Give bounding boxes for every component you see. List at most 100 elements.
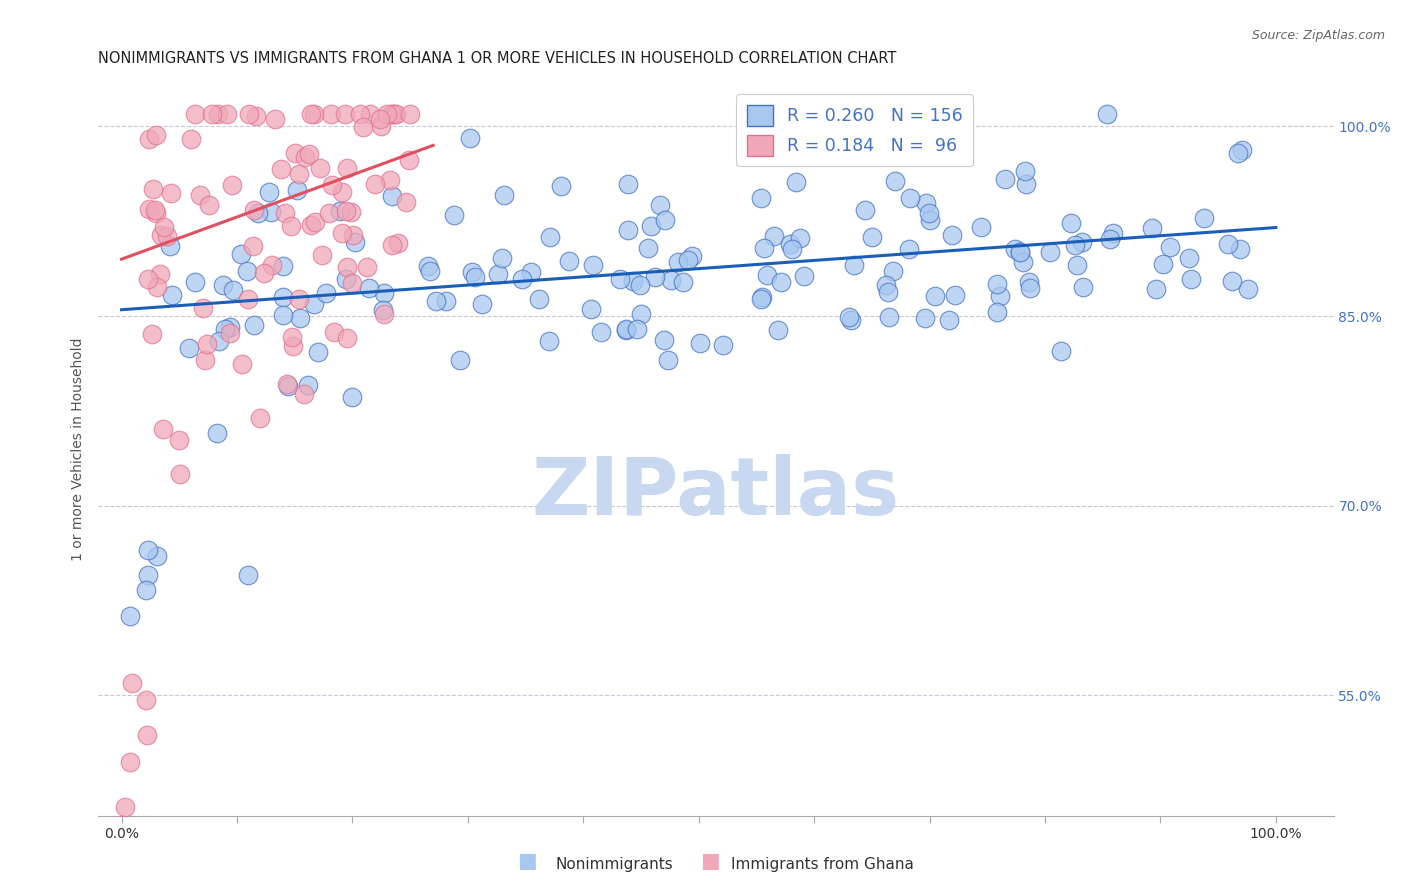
Point xyxy=(538,230,561,244)
Point xyxy=(114,799,136,814)
Point xyxy=(219,320,242,334)
Point xyxy=(135,693,157,707)
Point xyxy=(1099,232,1122,246)
Point xyxy=(1015,178,1038,192)
Point xyxy=(464,269,486,284)
Point xyxy=(1018,275,1040,289)
Point xyxy=(336,331,359,345)
Point xyxy=(319,107,342,121)
Point xyxy=(1008,244,1031,259)
Text: Nonimmigrants: Nonimmigrants xyxy=(555,857,673,872)
Point xyxy=(993,172,1015,186)
Point xyxy=(1004,242,1026,256)
Point xyxy=(136,271,159,285)
Point xyxy=(169,467,191,481)
Point xyxy=(471,297,494,311)
Point xyxy=(262,258,284,272)
Point xyxy=(197,198,219,212)
Point xyxy=(211,278,233,293)
Point xyxy=(335,272,357,286)
Point xyxy=(1060,216,1083,230)
Point xyxy=(340,204,363,219)
Point xyxy=(159,239,181,253)
Point xyxy=(443,208,465,222)
Point xyxy=(1018,281,1040,295)
Point xyxy=(1071,279,1094,293)
Point xyxy=(449,352,471,367)
Point xyxy=(853,202,876,217)
Point xyxy=(681,249,703,263)
Point xyxy=(1152,257,1174,271)
Point xyxy=(751,290,773,304)
Point xyxy=(1066,258,1088,272)
Point xyxy=(654,213,676,227)
Point xyxy=(160,288,183,302)
Point xyxy=(1064,238,1087,252)
Point xyxy=(839,313,862,327)
Point xyxy=(285,182,308,196)
Point xyxy=(1101,226,1123,240)
Point xyxy=(370,112,392,126)
Point xyxy=(195,336,218,351)
Point xyxy=(614,321,637,335)
Point xyxy=(167,433,190,447)
Point xyxy=(666,255,689,269)
Point xyxy=(238,568,260,582)
Point xyxy=(395,194,418,209)
Point xyxy=(135,728,157,742)
Point xyxy=(617,223,640,237)
Point xyxy=(276,377,298,392)
Point xyxy=(208,334,231,349)
Point xyxy=(789,231,811,245)
Point xyxy=(676,253,699,268)
Point xyxy=(193,301,215,315)
Point xyxy=(136,568,159,582)
Point xyxy=(340,276,363,290)
Point xyxy=(249,411,271,425)
Point xyxy=(486,267,509,281)
Point xyxy=(491,252,513,266)
Point xyxy=(236,292,259,306)
Point xyxy=(238,107,260,121)
Point xyxy=(142,182,165,196)
Point xyxy=(1010,245,1032,260)
Point xyxy=(259,185,281,199)
Point xyxy=(288,293,311,307)
Text: Immigrants from Ghana: Immigrants from Ghana xyxy=(731,857,914,872)
Point xyxy=(118,609,141,624)
Point xyxy=(434,294,457,309)
Point xyxy=(380,173,402,187)
Point xyxy=(330,185,353,199)
Point xyxy=(1011,255,1033,269)
Point xyxy=(770,275,793,289)
Point xyxy=(381,237,404,252)
Point xyxy=(1192,211,1215,225)
Point xyxy=(146,549,169,563)
Point xyxy=(205,425,228,440)
Point xyxy=(1216,236,1239,251)
Point xyxy=(970,219,993,234)
Point xyxy=(344,235,367,249)
Point xyxy=(302,107,325,121)
Point xyxy=(322,325,344,339)
Point xyxy=(294,150,316,164)
Point xyxy=(243,203,266,218)
Point xyxy=(650,198,672,212)
Point xyxy=(398,107,420,121)
Point xyxy=(333,107,356,121)
Point xyxy=(591,325,613,339)
Point xyxy=(657,352,679,367)
Point xyxy=(652,334,675,348)
Point xyxy=(145,280,167,294)
Point xyxy=(271,259,294,273)
Point xyxy=(582,258,605,272)
Point xyxy=(118,755,141,769)
Point xyxy=(288,310,311,325)
Point xyxy=(280,219,302,233)
Point xyxy=(297,378,319,392)
Point xyxy=(458,131,481,145)
Point xyxy=(883,174,905,188)
Point xyxy=(292,387,315,401)
Point xyxy=(793,268,815,283)
Point xyxy=(1159,240,1181,254)
